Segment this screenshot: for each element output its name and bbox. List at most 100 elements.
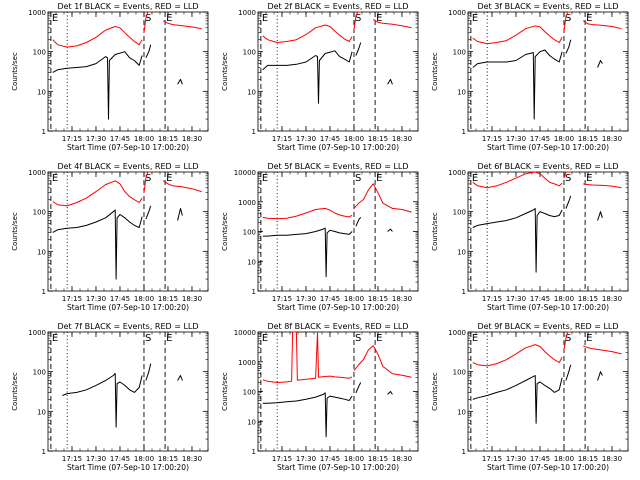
x-tick-label: 18:30 — [182, 295, 202, 303]
y-tick-label: 10 — [457, 88, 466, 96]
y-tick-label: 100 — [243, 49, 256, 57]
series-line-lld — [472, 25, 563, 45]
y-tick-label: 100 — [453, 49, 466, 57]
x-tick-label: 17:30 — [506, 455, 526, 463]
y-axis-label: Counts/sec — [431, 372, 439, 411]
chart-panel-9: Det 9f BLACK = Events, RED = LLD 1 10 100 10… — [431, 322, 629, 472]
y-tick-label: 1000 — [238, 199, 256, 207]
y-tick-label: 1000 — [28, 9, 46, 17]
y-tick-label: 100 — [453, 209, 466, 217]
x-tick-label: 18:30 — [392, 455, 412, 463]
y-tick-label: 10000 — [234, 329, 256, 337]
time-marker-label: E — [376, 13, 382, 24]
y-tick-label: 10000 — [234, 169, 256, 177]
series-line-events — [565, 195, 572, 209]
chart-panel-8: Det 8f BLACK = Events, RED = LLD 1 10 100 10… — [221, 322, 419, 472]
series-line-lld — [472, 344, 563, 367]
x-tick-label: 18:00 — [554, 135, 574, 143]
x-tick-label: 18:15 — [368, 295, 388, 303]
chart-panel-1: Det 1f BLACK = Events, RED = LLD 1 10 100 10… — [11, 2, 209, 152]
chart-title: Det 6f BLACK = Events, RED = LLD — [477, 162, 618, 171]
series-line-lld — [353, 183, 412, 213]
series-line-events — [145, 44, 152, 59]
x-tick-label: 18:30 — [602, 135, 622, 143]
series-line-events — [387, 78, 393, 85]
series-line-lld — [262, 207, 353, 220]
series-line-lld — [583, 345, 622, 355]
chart-panel-7: Det 7f BLACK = Events, RED = LLD 1 10 100 10… — [11, 322, 209, 472]
x-tick-label: 17:15 — [272, 455, 292, 463]
x-tick-label: 18:30 — [602, 295, 622, 303]
series-line-events — [52, 209, 143, 280]
x-tick-label: 17:15 — [272, 135, 292, 143]
y-tick-label: 1000 — [28, 169, 46, 177]
chart-title: Det 7f BLACK = Events, RED = LLD — [57, 322, 198, 331]
y-tick-label: 1000 — [28, 329, 46, 337]
series-line-lld — [162, 180, 202, 193]
x-tick-label: 17:45 — [110, 295, 130, 303]
x-tick-label: 17:45 — [320, 455, 340, 463]
series-line-events — [472, 208, 563, 273]
plot-frame — [257, 331, 419, 452]
plot-frame — [47, 331, 209, 452]
series-line-events — [52, 51, 143, 120]
plot-frame — [467, 171, 629, 292]
x-tick-label: 17:45 — [530, 295, 550, 303]
x-tick-label: 18:15 — [158, 455, 178, 463]
series-line-events — [177, 78, 183, 85]
x-axis-label: Start Time (07-Sep-10 17:00:20) — [277, 463, 399, 472]
y-tick-label: 1 — [252, 288, 256, 296]
series-line-events — [597, 60, 603, 68]
time-marker-label: E — [52, 13, 58, 24]
x-tick-label: 17:30 — [296, 455, 316, 463]
y-tick-label: 10 — [247, 258, 256, 266]
x-tick-label: 18:15 — [578, 295, 598, 303]
x-tick-label: 18:00 — [344, 135, 364, 143]
x-tick-label: 17:30 — [506, 135, 526, 143]
time-marker-label: E — [472, 173, 478, 184]
x-tick-label: 18:15 — [368, 455, 388, 463]
x-tick-label: 17:30 — [296, 135, 316, 143]
time-marker-label: E — [586, 173, 592, 184]
y-tick-label: 1000 — [238, 9, 256, 17]
y-tick-label: 1 — [252, 128, 256, 136]
x-tick-label: 18:15 — [158, 135, 178, 143]
x-axis-label: Start Time (07-Sep-10 17:00:20) — [67, 303, 189, 312]
series-line-events — [387, 391, 393, 395]
x-tick-label: 18:30 — [392, 295, 412, 303]
series-line-lld — [563, 11, 571, 32]
y-axis-label: Counts/sec — [221, 212, 229, 251]
time-marker-label: E — [166, 333, 172, 344]
x-tick-label: 18:30 — [182, 135, 202, 143]
series-line-lld — [472, 171, 563, 189]
y-axis-label: Counts/sec — [11, 372, 19, 411]
time-marker-label: E — [52, 173, 58, 184]
series-line-events — [597, 371, 603, 381]
series-line-lld — [262, 331, 353, 383]
series-line-lld — [52, 26, 143, 48]
chart-panel-5: Det 5f BLACK = Events, RED = LLD 1 10 100 10… — [221, 162, 419, 312]
time-marker-label: S — [565, 333, 571, 344]
plot-frame — [467, 11, 629, 132]
y-tick-label: 100 — [453, 369, 466, 377]
x-tick-label: 17:15 — [62, 135, 82, 143]
chart-panel-3: Det 3f BLACK = Events, RED = LLD 1 10 100 10… — [431, 2, 629, 152]
x-tick-label: 18:00 — [134, 135, 154, 143]
plot-frame — [257, 11, 419, 132]
x-tick-label: 17:45 — [320, 295, 340, 303]
y-tick-label: 1000 — [238, 359, 256, 367]
y-tick-label: 100 — [33, 209, 46, 217]
x-tick-label: 17:30 — [296, 295, 316, 303]
time-marker-label: E — [376, 173, 382, 184]
y-tick-label: 10 — [37, 248, 46, 256]
y-tick-label: 100 — [33, 49, 46, 57]
x-tick-label: 17:15 — [62, 455, 82, 463]
time-marker-label: S — [355, 173, 361, 184]
x-tick-label: 18:00 — [344, 455, 364, 463]
x-axis-label: Start Time (07-Sep-10 17:00:20) — [487, 143, 609, 152]
chart-panel-6: Det 6f BLACK = Events, RED = LLD 1 10 100 10… — [431, 162, 629, 312]
y-tick-label: 1000 — [448, 9, 466, 17]
time-marker-label: E — [52, 333, 58, 344]
x-tick-label: 17:30 — [86, 135, 106, 143]
